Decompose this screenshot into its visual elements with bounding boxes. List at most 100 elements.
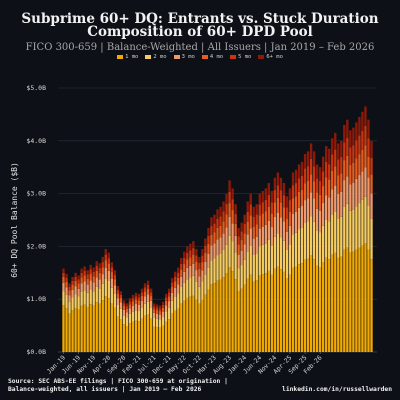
bar-segment — [306, 221, 310, 259]
bar-segment — [149, 292, 153, 297]
bar-segment — [240, 240, 243, 251]
bar-segment — [331, 154, 334, 171]
bar-segment — [104, 296, 107, 352]
bar-segment — [80, 283, 83, 292]
bar-segment — [71, 277, 74, 281]
bar-segment — [340, 191, 343, 217]
bar-segment — [364, 106, 367, 126]
bar-segment — [149, 300, 153, 308]
bar-segment — [198, 268, 201, 277]
y-tick-label: $1.0B — [26, 295, 46, 303]
bar-segment — [155, 304, 159, 308]
bar-segment — [128, 323, 132, 352]
bar-segment — [294, 266, 298, 352]
bar-segment — [337, 143, 340, 160]
bar-segment — [134, 320, 138, 352]
bar-segment — [95, 266, 98, 271]
bar-segment — [264, 224, 267, 244]
bar-segment — [164, 293, 168, 298]
bar-segment — [116, 316, 120, 352]
bar-segment — [285, 231, 289, 250]
bar-segment — [322, 225, 325, 263]
bar-segment — [318, 210, 322, 233]
footer-source: Source: SEC ABS-EE filings | FICO 300-65… — [8, 378, 228, 394]
bar-segment — [134, 310, 138, 321]
legend-item: 1 mo — [117, 54, 138, 60]
bar-segment — [264, 211, 267, 225]
bar-segment — [370, 174, 373, 194]
legend-item: 2 mo — [145, 54, 167, 60]
chart-title-line2: Composition of 60+ DPD Pool — [87, 24, 313, 40]
bar-segment — [143, 287, 147, 292]
bar-segment — [192, 248, 195, 256]
bar-segment — [349, 147, 352, 165]
bar-segment — [312, 221, 316, 260]
bar-segment — [216, 239, 219, 256]
bar-segment — [140, 307, 144, 319]
bar-segment — [300, 227, 304, 264]
bar-segment — [273, 202, 277, 217]
bar-segment — [213, 232, 216, 244]
bar-segment — [225, 244, 228, 274]
bar-segment — [255, 204, 258, 215]
bar-segment — [258, 246, 261, 276]
bar-segment — [288, 225, 292, 245]
bar-segment — [352, 162, 355, 183]
bar-segment — [276, 213, 280, 234]
bar-segment — [237, 268, 240, 291]
bar-segment — [246, 234, 249, 252]
bar-segment — [288, 188, 292, 201]
bar-segment — [355, 206, 358, 250]
bar-segment — [116, 304, 120, 317]
bar-segment — [267, 270, 271, 352]
bar-segment — [62, 276, 65, 283]
bar-segment — [204, 274, 207, 295]
bar-segment — [297, 229, 301, 265]
bar-segment — [65, 273, 68, 278]
bar-segment — [95, 270, 98, 278]
bar-segment — [210, 226, 213, 235]
bar-segment — [128, 304, 132, 309]
bar-segment — [134, 304, 138, 311]
bar-segment — [83, 290, 86, 305]
bar-segment — [315, 192, 319, 209]
bar-segment — [328, 164, 331, 180]
bar-segment — [249, 204, 252, 216]
bar-segment — [210, 260, 213, 285]
bar-segment — [107, 270, 110, 281]
bar-segment — [222, 201, 225, 212]
bar-segment — [300, 206, 304, 228]
bar-segment — [267, 206, 271, 221]
bar-segment — [312, 166, 316, 182]
bar-segment — [98, 263, 101, 269]
bar-segment — [83, 304, 86, 352]
bar-segment — [180, 276, 183, 287]
bar-segment — [195, 255, 198, 262]
bar-segment — [219, 216, 222, 226]
bar-segment — [140, 288, 144, 293]
bar-segment — [125, 306, 129, 309]
bar-segment — [143, 296, 147, 304]
bar-segment — [328, 197, 331, 222]
bar-segment — [294, 169, 298, 184]
bar-segment — [288, 274, 292, 352]
bar-segment — [243, 224, 246, 234]
bar-segment — [116, 289, 120, 294]
bar-segment — [228, 235, 231, 267]
bar-segment — [83, 275, 86, 282]
bar-segment — [101, 262, 104, 268]
bar-segment — [195, 270, 198, 282]
bar-segment — [315, 230, 319, 266]
bar-segment — [198, 286, 201, 304]
bar-segment — [113, 274, 117, 280]
bar-segment — [180, 269, 183, 277]
bar-segment — [168, 296, 171, 302]
bar-segment — [267, 239, 271, 271]
bar-segment — [189, 250, 192, 258]
bar-segment — [367, 249, 370, 352]
bar-segment — [189, 265, 192, 278]
bar-segment — [122, 306, 126, 310]
bar-segment — [361, 171, 364, 200]
bar-segment — [216, 227, 219, 240]
bar-segment — [104, 254, 107, 261]
